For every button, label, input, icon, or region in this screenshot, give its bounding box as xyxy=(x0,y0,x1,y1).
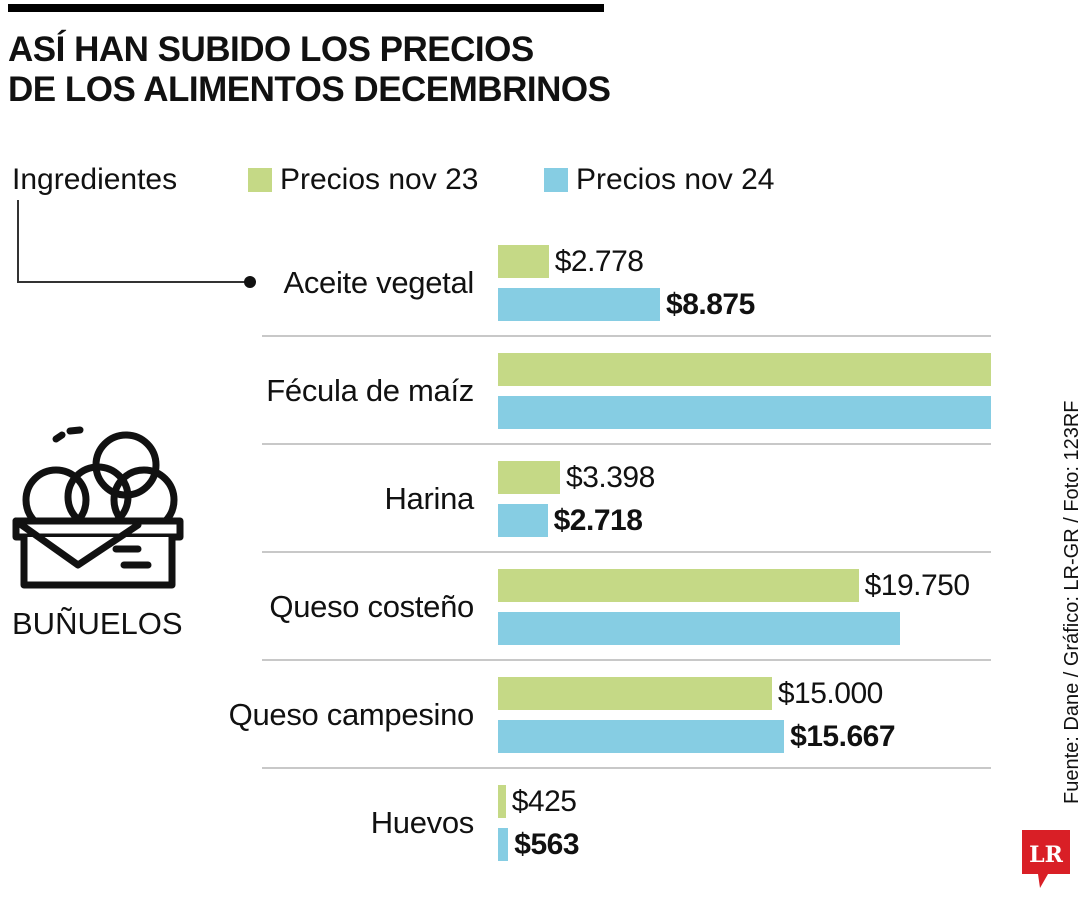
row-separator xyxy=(262,767,991,769)
bar-nov24 xyxy=(498,828,509,861)
legend-swatch-nov24 xyxy=(544,168,568,192)
value-label-nov23: $2.778 xyxy=(554,245,644,278)
legend-label-nov24: Precios nov 24 xyxy=(576,163,775,196)
bar-nov23 xyxy=(498,461,561,494)
chart-title: ASÍ HAN SUBIDO LOS PRECIOS DE LOS ALIMEN… xyxy=(8,30,648,110)
bar-nov23 xyxy=(498,245,549,278)
bar-nov24 xyxy=(498,396,991,429)
title-line-2: DE LOS ALIMENTOS DECEMBRINOS xyxy=(8,70,611,109)
value-label-nov24: $8.875 xyxy=(666,288,755,321)
value-label-nov24: $15.667 xyxy=(790,720,896,753)
row-separator xyxy=(262,551,991,553)
legend-connector-horizontal xyxy=(17,281,249,283)
value-label-nov23: $3.398 xyxy=(566,461,655,494)
value-label-nov23: $425 xyxy=(511,785,577,818)
bar-nov24 xyxy=(498,612,900,645)
legend-connector-dot xyxy=(244,276,256,288)
legend-header: Ingredientes xyxy=(12,163,178,196)
bar-nov24 xyxy=(498,288,661,321)
category-label: Queso campesino xyxy=(228,697,475,732)
lr-logo-icon: LR xyxy=(1022,830,1070,888)
bar-nov24 xyxy=(498,504,548,537)
value-label-nov23: $19.750 xyxy=(864,569,970,602)
row-separator xyxy=(262,443,991,445)
value-label-nov23: $15.000 xyxy=(777,677,883,710)
legend-swatch-nov23 xyxy=(248,168,272,192)
source-credit: Fuente: Dane / Gráfico: LR-GR / Foto: 12… xyxy=(1061,400,1080,805)
bunuelos-label: BUÑUELOS xyxy=(12,606,183,641)
category-label: Harina xyxy=(384,481,474,516)
title-line-1: ASÍ HAN SUBIDO LOS PRECIOS xyxy=(8,30,534,69)
value-label-nov24: $2.718 xyxy=(553,504,643,537)
bar-nov23 xyxy=(498,677,772,710)
category-label: Queso costeño xyxy=(269,589,474,624)
legend-item-nov23: Precios nov 23 xyxy=(248,160,478,200)
legend-connector-vertical xyxy=(17,200,19,283)
bar-nov23 xyxy=(498,785,506,818)
value-label-nov24: $563 xyxy=(514,828,580,861)
legend-item-nov24: Precios nov 24 xyxy=(544,160,774,200)
bar-nov24 xyxy=(498,720,785,753)
bar-nov23 xyxy=(498,353,991,386)
svg-text:LR: LR xyxy=(1029,842,1063,868)
category-label: Aceite vegetal xyxy=(283,265,474,300)
top-rule xyxy=(8,4,604,12)
bunuelos-basket-icon xyxy=(12,426,184,589)
row-separator xyxy=(262,335,991,337)
category-label: Fécula de maíz xyxy=(266,373,474,408)
category-label: Huevos xyxy=(370,805,475,840)
row-separator xyxy=(262,659,991,661)
legend-label-nov23: Precios nov 23 xyxy=(280,163,479,196)
bar-nov23 xyxy=(498,569,859,602)
